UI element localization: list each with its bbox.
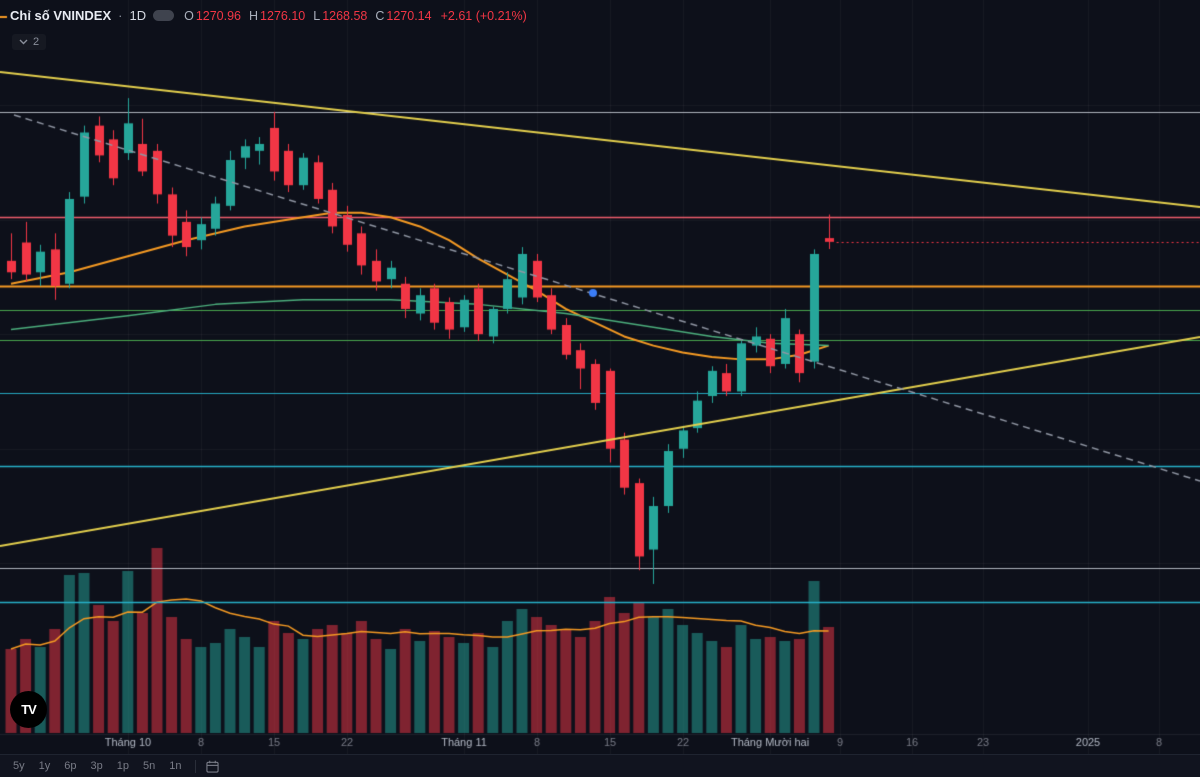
symbol-title[interactable]: Chỉ số VNINDEX	[10, 8, 112, 23]
bottom-toolbar: 5y 1y 6p 3p 1p 5n 1n	[0, 754, 1200, 777]
calendar-icon	[205, 760, 219, 773]
change-value: +2.61 (+0.21%)	[440, 8, 527, 23]
close-value: 1270.14	[386, 8, 432, 23]
high-value: 1276.10	[260, 8, 306, 23]
ohlc-readout: O 1270.96 H 1276.10 L 1268.58 C 1270.14 +2.6…	[184, 9, 527, 23]
low-value: 1268.58	[322, 8, 368, 23]
range-button-1y[interactable]: 1y	[32, 759, 58, 773]
timeframe-label[interactable]: 1D	[129, 8, 147, 23]
tradingview-logo[interactable]: TV	[10, 691, 47, 728]
range-button-1n[interactable]: 1n	[162, 759, 188, 773]
go-to-date-button[interactable]	[202, 759, 223, 774]
range-button-3p[interactable]: 3p	[84, 759, 110, 773]
range-buttons-group: 5y 1y 6p 3p 1p 5n 1n	[6, 759, 189, 773]
indicators-collapse-button[interactable]: 2	[12, 34, 47, 50]
range-button-5y[interactable]: 5y	[6, 759, 32, 773]
chevron-down-icon	[19, 39, 28, 45]
range-button-6p[interactable]: 6p	[57, 759, 83, 773]
open-label: O	[184, 8, 194, 23]
low-label: L	[313, 8, 321, 23]
close-label: C	[375, 8, 385, 23]
range-button-1p[interactable]: 1p	[110, 759, 136, 773]
legend-separator: ·	[118, 8, 123, 23]
high-label: H	[249, 8, 259, 23]
toolbar-divider	[194, 759, 196, 773]
range-button-5n[interactable]: 5n	[136, 759, 162, 773]
indicator-count: 2	[33, 36, 40, 48]
open-value: 1270.96	[195, 8, 242, 23]
legend-more-button[interactable]	[153, 10, 175, 21]
tradingview-logo-text: TV	[21, 702, 37, 717]
